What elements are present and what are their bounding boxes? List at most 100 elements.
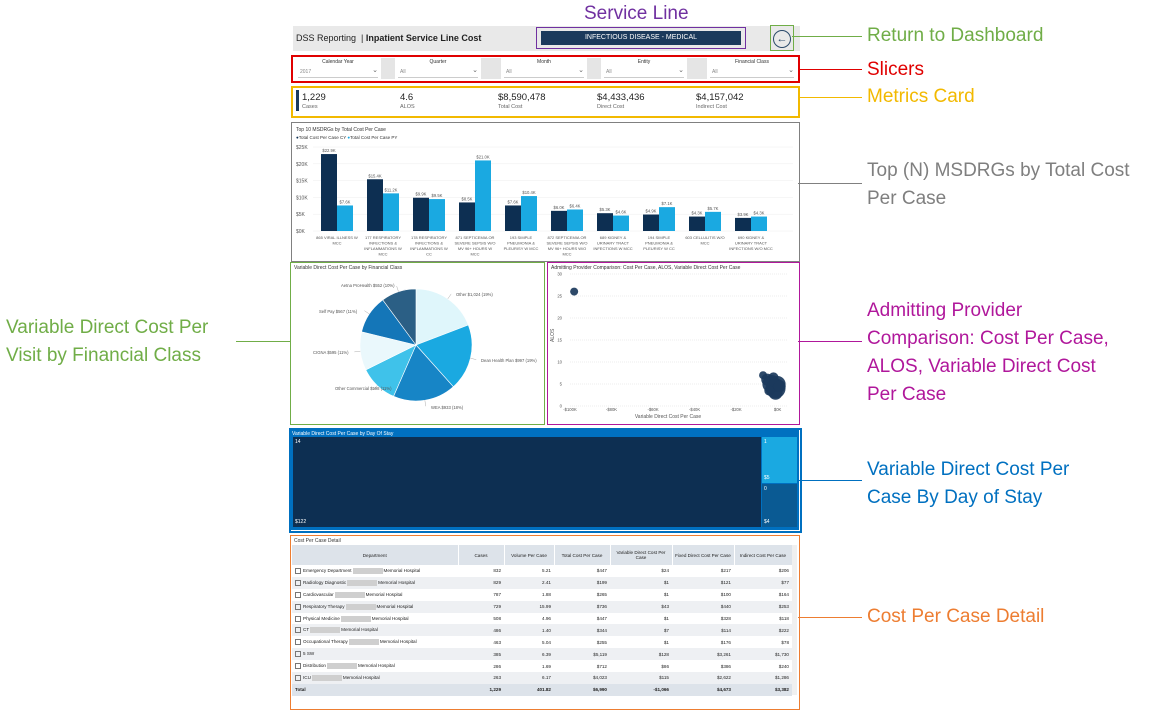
pie-leader — [396, 286, 399, 292]
bar-cy — [367, 179, 383, 231]
bar-category-label: INFLAMMATIONS W — [410, 246, 448, 251]
expand-icon[interactable] — [295, 663, 301, 670]
table-row[interactable]: Cardiovascular Memorial Hospital 787 1.88 $2… — [292, 589, 792, 601]
scatter-y-tick: 5 — [560, 382, 563, 387]
table-header-cell[interactable]: Cases — [458, 545, 505, 565]
table-row[interactable]: Emergency Department Memorial Hospital 832… — [292, 565, 792, 577]
service-line-value[interactable]: INFECTIOUS DISEASE - MEDICAL — [541, 31, 741, 45]
annotation-variable-direct-fc: Variable Direct Cost Per Visit by Financi… — [6, 317, 209, 366]
bar-category-label: INFECTIONS W/O MCC — [729, 246, 773, 251]
table-header-cell[interactable]: Volume Per Case — [504, 545, 555, 565]
table-cell: $164 — [778, 592, 789, 598]
department-cell: Emergency Department Memorial Hospital — [292, 565, 458, 577]
expand-icon[interactable] — [295, 615, 301, 622]
annotation-service-line: Service Line — [584, 3, 689, 24]
table-cell: 829 — [458, 576, 504, 589]
table-row[interactable]: 5 SW 385 6.39 $5,119 $128 $3,261 $1,730 — [292, 648, 792, 661]
table-cell: $328 — [720, 616, 731, 621]
bar-category-label: 193 SIMPLE — [510, 235, 533, 240]
treemap-tile-day-1[interactable]: 1 $5 — [762, 437, 797, 483]
scatter-x-tick: -$80K — [606, 407, 617, 412]
bar-cy — [597, 213, 613, 231]
return-to-dashboard-button[interactable]: ← — [773, 30, 791, 48]
table-header-cell[interactable]: Department — [292, 545, 459, 565]
slicer-month[interactable]: Month All ⌄ — [501, 58, 587, 79]
bar-data-label: $10.4K — [522, 190, 535, 195]
bar-py — [475, 160, 491, 231]
table-cell: $217 — [720, 568, 731, 574]
table-row[interactable]: Radiology Diagnostic Memorial Hospital 829… — [292, 576, 792, 589]
pie-chart: Other $1,024 (19%) Dean Health Plan $997 … — [313, 283, 537, 410]
treemap-tile-day-0[interactable]: 0 $4 — [762, 484, 797, 527]
bar-py — [659, 207, 675, 231]
table-header-cell[interactable]: Total Cost Per Case — [554, 545, 611, 565]
metrics-accent-bar — [296, 90, 299, 111]
table-row[interactable]: Respiratory Therapy Memorial Hospital 729 1… — [292, 600, 792, 613]
table-cell: $121 — [672, 576, 734, 589]
table-cell: 729 — [458, 600, 504, 613]
expand-icon[interactable] — [295, 567, 301, 574]
expand-icon[interactable] — [295, 651, 301, 658]
expand-icon[interactable] — [295, 603, 301, 610]
slicer-calendar-year[interactable]: Calendar Year 2017 ⌄ — [295, 58, 381, 79]
bar-category-label: MCC — [562, 252, 571, 257]
table-cell: 6.39 — [504, 648, 554, 661]
table-header-cell[interactable]: Indirect Cost Per Case — [734, 545, 793, 565]
chevron-down-icon: ⌄ — [678, 67, 684, 74]
treemap-tile-day-14[interactable]: 14 $122 — [293, 437, 761, 527]
table-cell: $115 — [610, 672, 672, 684]
expand-icon[interactable] — [295, 591, 301, 598]
bar-data-label: $9.9K — [416, 192, 427, 197]
table-scrollbar[interactable] — [792, 545, 797, 695]
table-header-cell[interactable]: Variable Direct Cost Per Case — [610, 545, 673, 565]
scatter-chart-title: Admitting Provider Comparison: Cost Per … — [551, 265, 741, 271]
expand-icon[interactable] — [295, 639, 301, 646]
table-row[interactable]: Occupational Therapy Memorial Hospital 463… — [292, 636, 792, 648]
table-cell: 385 — [458, 648, 504, 661]
chevron-down-icon: ⌄ — [578, 67, 584, 74]
slicer-quarter[interactable]: Quarter All ⌄ — [395, 58, 481, 79]
bar-y-tick: $10K — [296, 195, 308, 201]
bar-category-label: PNEUMONIA & — [507, 241, 535, 246]
bar-cy — [459, 202, 475, 231]
bar-category-label: CC — [426, 252, 432, 257]
bar-category-label: URINARY TRACT — [597, 241, 630, 246]
table-cell: $265 — [596, 592, 607, 598]
expand-icon[interactable] — [295, 674, 301, 681]
table-cell: $255 — [596, 639, 607, 645]
table-row[interactable]: ICU Memorial Hospital 263 6.17 $4,023 $115 $2,… — [292, 672, 792, 684]
annotation-day-of-stay: Variable Direct Cost Per Case By Day of S… — [867, 459, 1070, 508]
expand-icon[interactable] — [295, 627, 301, 634]
slicer-financial-class[interactable]: Financial Class All ⌄ — [707, 58, 797, 79]
table-row[interactable]: Physical Medicine Memorial Hospital 508 4.9… — [292, 613, 792, 625]
table-cell: $447 — [596, 616, 607, 621]
bar-category-label: 603 CELLULITIS W/O — [685, 235, 724, 240]
table-header-cell[interactable]: Fixed Direct Cost Per Case — [672, 545, 735, 565]
metric-total-cost: $8,590,478 Total Cost — [498, 92, 546, 110]
scatter-y-tick: 20 — [557, 316, 562, 321]
table-cell: $7 — [610, 624, 672, 637]
scatter-point — [764, 385, 775, 396]
bar-category-label: MV 96+ HOURS W — [458, 246, 493, 251]
table-cell: 5.21 — [542, 568, 551, 574]
department-cell: Physical Medicine Memorial Hospital — [292, 613, 458, 625]
bar-category-label: PNEUMONIA & — [645, 241, 673, 246]
scatter-x-tick: -$60K — [647, 407, 658, 412]
redacted-block — [352, 567, 383, 574]
frame-pie — [290, 262, 545, 425]
table-row[interactable]: CT Memorial Hospital 486 1.40 $344 $7 $114 $222 — [292, 624, 792, 637]
table-cell: $440 — [672, 600, 734, 613]
total-cell: 401.82 — [504, 683, 554, 696]
expand-icon[interactable] — [295, 579, 301, 586]
frame-return — [770, 25, 794, 51]
bar-category-label: 690 KIDNEY & — [738, 235, 765, 240]
bar-cy — [321, 154, 337, 231]
redacted-block — [334, 591, 365, 598]
slicer-entity[interactable]: Entity All ⌄ — [601, 58, 687, 79]
table-cell: $114 — [672, 624, 734, 637]
bar-py — [383, 193, 399, 231]
table-cell: $5,119 — [554, 648, 610, 661]
table-cell: $4,023 — [554, 672, 610, 684]
table-row[interactable]: Distribution Memorial Hospital 286 1.69 $712… — [292, 660, 792, 672]
bar-data-label: $22.9K — [322, 148, 335, 153]
